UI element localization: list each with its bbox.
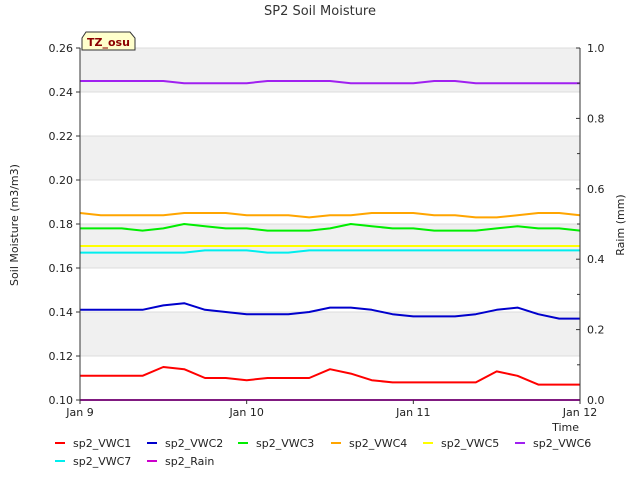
tick-labels: 0.10 0.12 0.14 0.16 0.18 0.20 0.22 0.24 0.26 0.0 0…	[49, 42, 605, 419]
series-line-sp2-vwc6	[80, 80, 580, 85]
grid-band	[80, 268, 580, 312]
y2-tick-label: 0.6	[587, 183, 605, 196]
series-line-sp2-vwc4	[79, 212, 581, 219]
y-axis-label: Soil Moisture (m3/m3)	[8, 164, 21, 286]
grid-band	[80, 48, 580, 92]
x-tick-label: Jan 10	[228, 406, 263, 419]
series-line-sp2-vwc1	[80, 366, 580, 386]
legend-label: sp2_VWC7	[73, 455, 131, 468]
series-line-sp2-vwc3	[80, 223, 581, 232]
legend-label: sp2_VWC6	[533, 437, 591, 450]
legend-label: sp2_VWC2	[165, 437, 223, 450]
y-tick-label: 0.14	[49, 306, 74, 319]
y-tick-label: 0.16	[49, 262, 74, 275]
y2-tick-label: 0.4	[587, 253, 605, 266]
station-badge: TZ_osu	[81, 31, 136, 51]
series-line-sp2-vwc2	[80, 302, 580, 320]
x-axis-label: Time	[551, 421, 579, 434]
y-tick-label: 0.12	[49, 350, 74, 363]
legend-label: sp2_Rain	[165, 455, 214, 468]
y-tick-label: 0.18	[49, 218, 74, 231]
y2-tick-label: 0.2	[587, 324, 605, 337]
series-line-sp2-vwc7	[80, 249, 580, 254]
background-bands	[80, 48, 580, 400]
y2-axis-label: Raim (mm)	[614, 194, 627, 255]
y-tick-label: 0.10	[49, 394, 74, 407]
y2-tick-label: 0.0	[587, 394, 605, 407]
y2-tick-label: 0.8	[587, 112, 605, 125]
grid-band	[80, 356, 580, 400]
y-tick-label: 0.26	[49, 42, 74, 55]
grid-band	[80, 312, 580, 356]
badge-label: TZ_osu	[87, 36, 130, 49]
legend-label: sp2_VWC5	[441, 437, 499, 450]
axes	[76, 47, 581, 404]
y-tick-label: 0.22	[49, 130, 74, 143]
y2-tick-label: 1.0	[587, 42, 605, 55]
x-tick-label: Jan 9	[65, 406, 93, 419]
x-tick-label: Jan 11	[395, 406, 430, 419]
legend: sp2_VWC1 sp2_VWC2 sp2_VWC3 sp2_VWC4 sp2_VWC5…	[55, 437, 591, 468]
grid-band	[80, 92, 580, 136]
y-tick-label: 0.20	[49, 174, 74, 187]
y-tick-label: 0.24	[49, 86, 74, 99]
legend-label: sp2_VWC4	[349, 437, 407, 450]
chart-title: SP2 Soil Moisture	[264, 4, 376, 19]
badge-box	[81, 31, 136, 51]
x-tick-label: Jan 12	[562, 406, 597, 419]
grid-band	[80, 136, 580, 180]
legend-label: sp2_VWC1	[73, 437, 131, 450]
legend-label: sp2_VWC3	[256, 437, 314, 450]
